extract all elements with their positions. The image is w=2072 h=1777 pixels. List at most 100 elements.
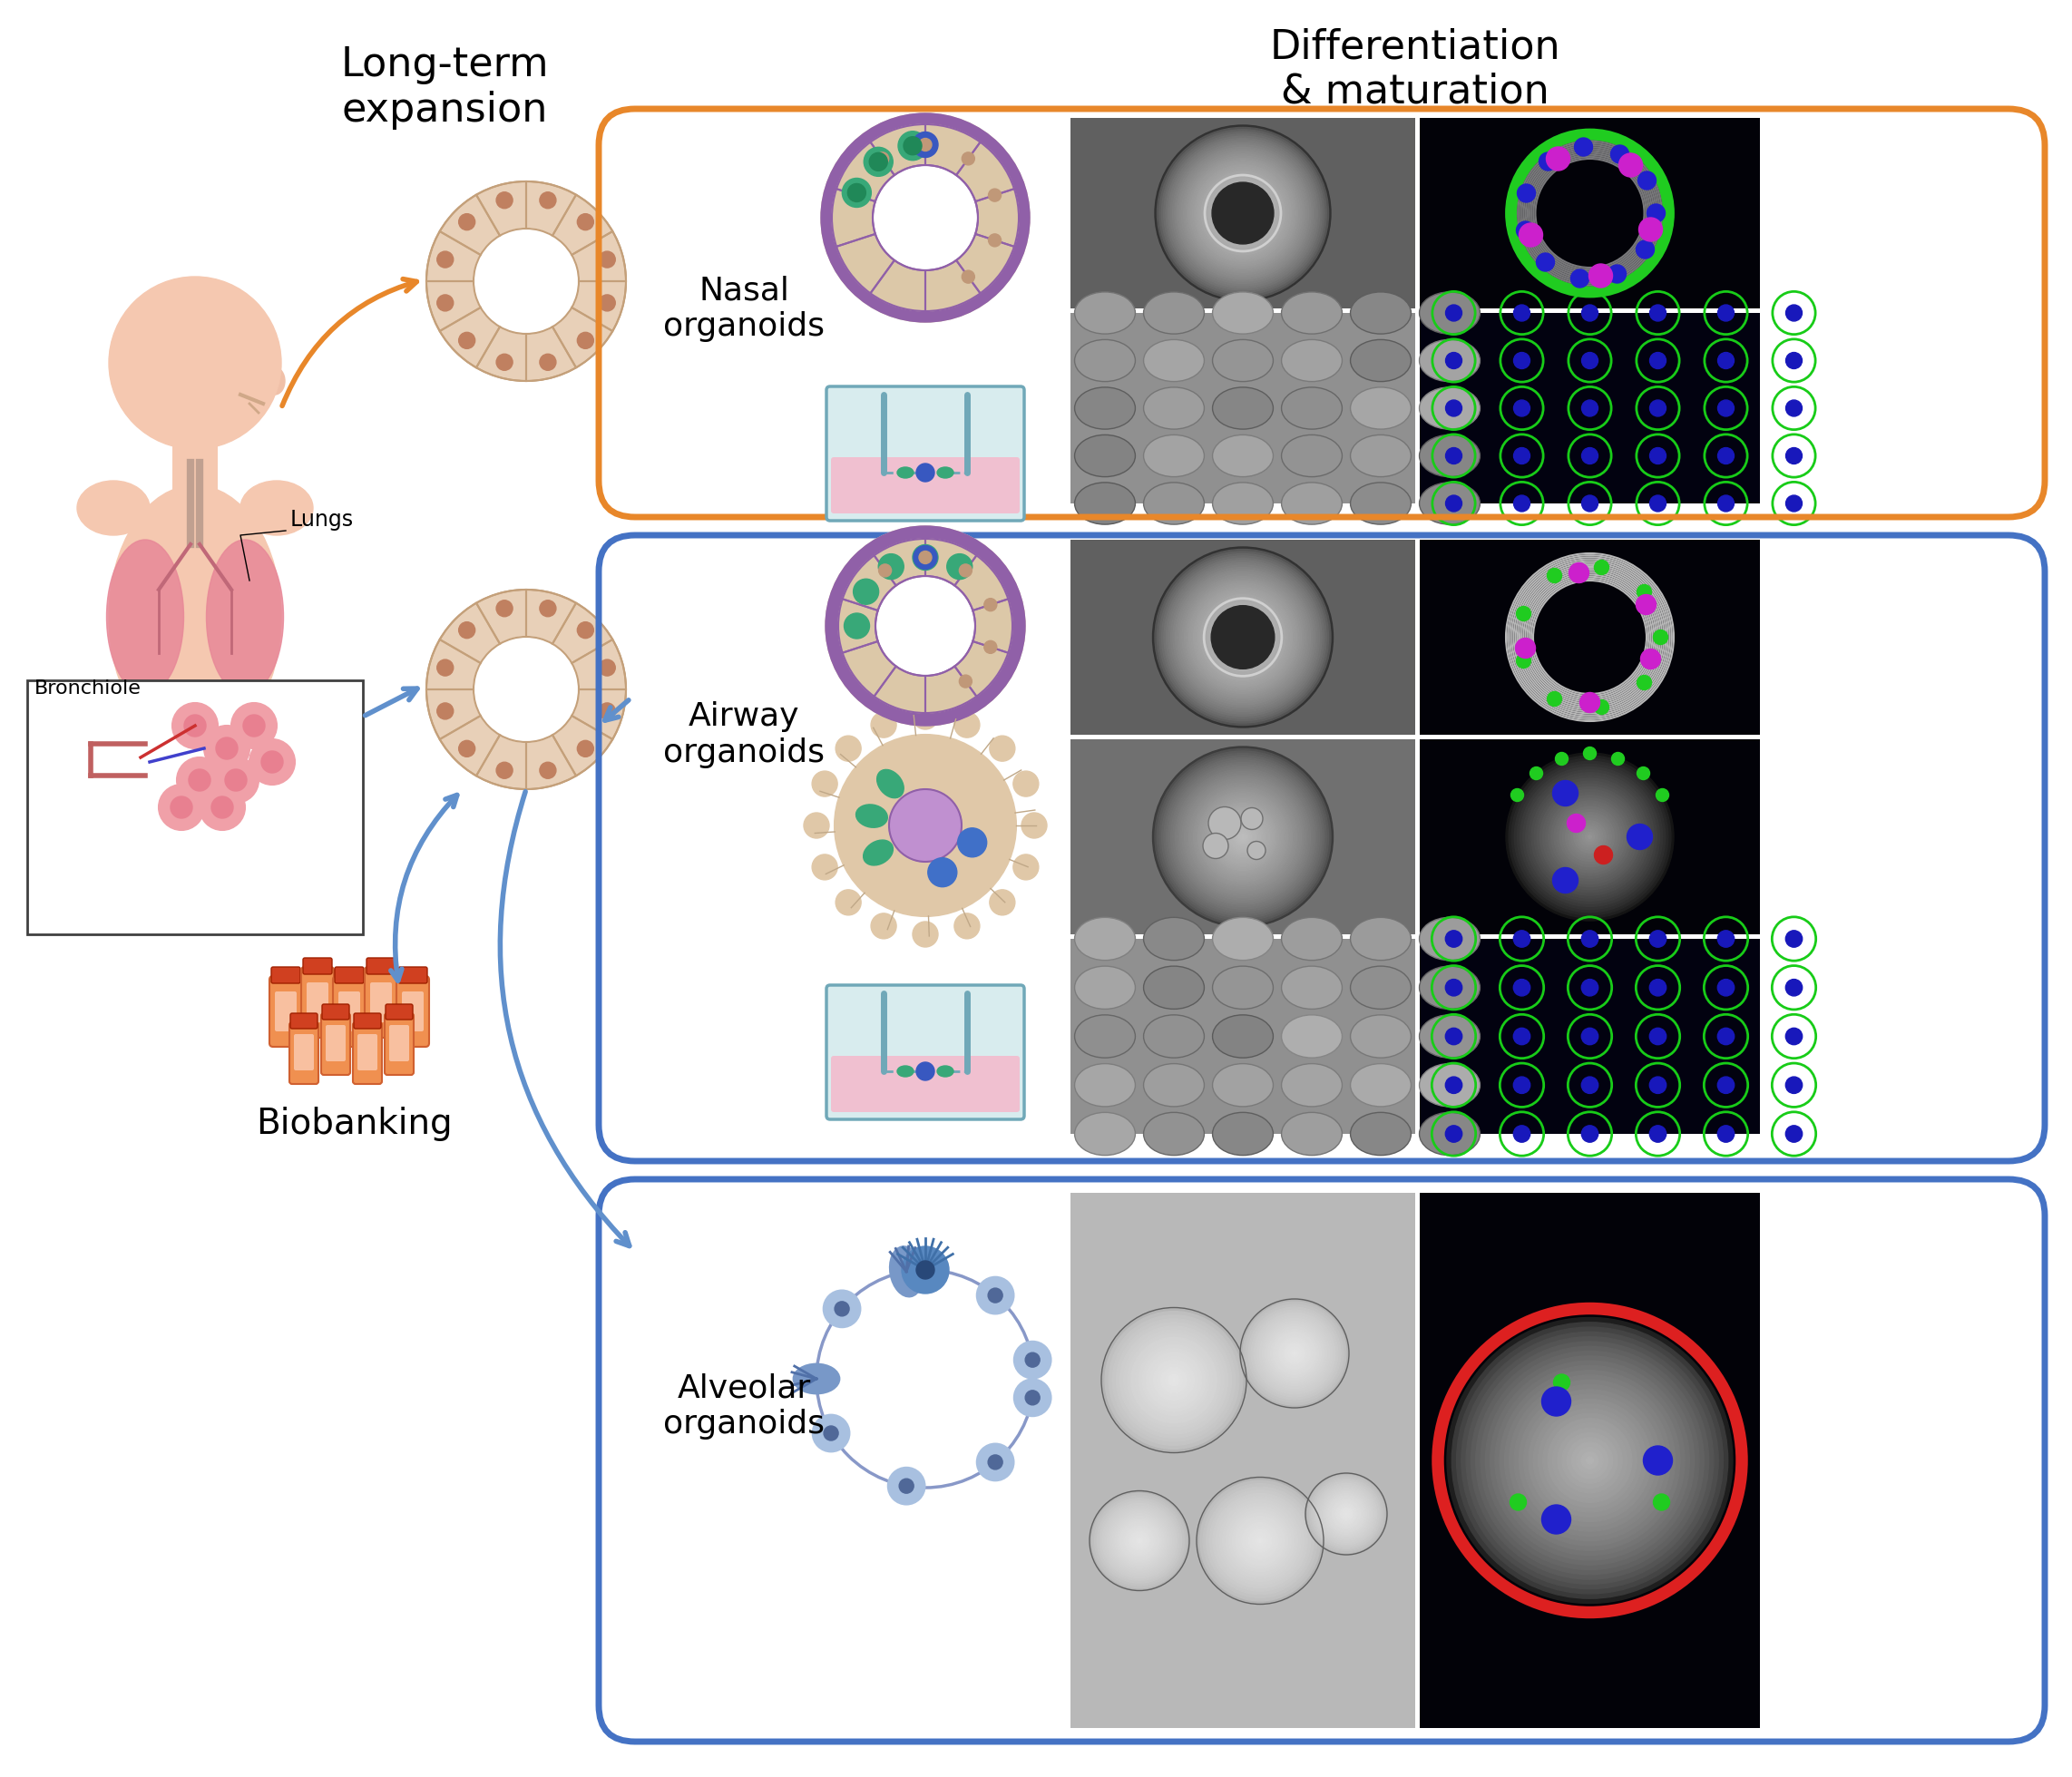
- FancyBboxPatch shape: [325, 1025, 346, 1061]
- Circle shape: [1218, 1500, 1301, 1582]
- Circle shape: [1647, 204, 1666, 222]
- Ellipse shape: [1144, 1064, 1204, 1107]
- Circle shape: [1013, 855, 1038, 880]
- Circle shape: [1156, 1363, 1191, 1397]
- Circle shape: [458, 332, 474, 348]
- Circle shape: [1587, 835, 1591, 839]
- Circle shape: [1229, 825, 1256, 849]
- Circle shape: [1581, 448, 1598, 464]
- Circle shape: [1202, 796, 1283, 878]
- Ellipse shape: [1212, 967, 1272, 1009]
- Circle shape: [1119, 1521, 1158, 1560]
- Circle shape: [1239, 210, 1247, 217]
- Circle shape: [1233, 626, 1254, 649]
- Circle shape: [1156, 551, 1328, 723]
- Circle shape: [1513, 1077, 1529, 1093]
- Ellipse shape: [1280, 1015, 1343, 1057]
- Bar: [1071, 938, 1415, 1134]
- Circle shape: [1517, 222, 1535, 240]
- FancyBboxPatch shape: [338, 992, 361, 1031]
- Circle shape: [1196, 165, 1291, 261]
- Circle shape: [1341, 1509, 1353, 1519]
- Circle shape: [1169, 563, 1318, 711]
- Circle shape: [1581, 352, 1598, 368]
- Circle shape: [1579, 826, 1600, 848]
- Bar: [1419, 540, 1759, 734]
- Circle shape: [1220, 615, 1266, 659]
- Circle shape: [1637, 171, 1656, 190]
- Circle shape: [843, 613, 870, 638]
- Circle shape: [912, 704, 939, 729]
- Bar: [1071, 313, 1415, 503]
- Circle shape: [1135, 1342, 1212, 1420]
- FancyBboxPatch shape: [396, 976, 429, 1047]
- Ellipse shape: [1144, 967, 1204, 1009]
- Circle shape: [1457, 1327, 1724, 1594]
- FancyBboxPatch shape: [290, 1013, 317, 1029]
- Circle shape: [1627, 825, 1653, 849]
- Circle shape: [1552, 1423, 1627, 1498]
- Circle shape: [1233, 203, 1254, 224]
- Circle shape: [1243, 1303, 1347, 1406]
- Ellipse shape: [937, 1066, 953, 1077]
- FancyBboxPatch shape: [336, 967, 365, 983]
- Circle shape: [1481, 1351, 1699, 1569]
- FancyBboxPatch shape: [300, 967, 334, 1038]
- Ellipse shape: [1075, 435, 1135, 476]
- Circle shape: [215, 737, 238, 759]
- Circle shape: [1216, 187, 1268, 240]
- Circle shape: [1164, 558, 1322, 716]
- Circle shape: [1173, 567, 1314, 707]
- Circle shape: [864, 147, 893, 176]
- Circle shape: [1548, 569, 1562, 583]
- Circle shape: [213, 757, 259, 803]
- Circle shape: [170, 796, 193, 817]
- Circle shape: [1577, 825, 1604, 849]
- Circle shape: [1135, 1537, 1144, 1544]
- Circle shape: [1575, 139, 1593, 156]
- Circle shape: [189, 769, 211, 791]
- Circle shape: [1204, 1484, 1318, 1598]
- Circle shape: [1637, 595, 1656, 615]
- Ellipse shape: [106, 540, 184, 695]
- Circle shape: [1175, 769, 1310, 904]
- Bar: [1071, 117, 1415, 309]
- Circle shape: [1637, 240, 1653, 258]
- Circle shape: [1539, 153, 1558, 171]
- Ellipse shape: [1419, 1112, 1479, 1155]
- Circle shape: [1210, 1491, 1312, 1590]
- Circle shape: [1021, 812, 1046, 839]
- Ellipse shape: [1351, 1112, 1411, 1155]
- Circle shape: [1204, 798, 1280, 874]
- Circle shape: [1446, 931, 1463, 947]
- Circle shape: [1185, 579, 1301, 697]
- Circle shape: [1164, 133, 1322, 293]
- Circle shape: [1786, 400, 1803, 416]
- Circle shape: [1571, 270, 1589, 288]
- FancyBboxPatch shape: [371, 983, 392, 1022]
- Circle shape: [1517, 764, 1662, 910]
- Circle shape: [1171, 140, 1316, 286]
- Circle shape: [1241, 835, 1245, 839]
- Circle shape: [1718, 1077, 1734, 1093]
- Circle shape: [1529, 775, 1651, 897]
- Circle shape: [1786, 1077, 1803, 1093]
- Circle shape: [1241, 211, 1245, 215]
- Circle shape: [1322, 1489, 1372, 1539]
- Circle shape: [1519, 1390, 1660, 1532]
- Circle shape: [1581, 1029, 1598, 1045]
- Circle shape: [578, 213, 593, 229]
- FancyBboxPatch shape: [390, 1025, 408, 1061]
- Circle shape: [1154, 124, 1330, 300]
- Circle shape: [599, 251, 615, 268]
- Circle shape: [1212, 1493, 1307, 1589]
- Circle shape: [1113, 1319, 1235, 1441]
- Circle shape: [1637, 768, 1649, 780]
- Circle shape: [1015, 1342, 1051, 1377]
- Circle shape: [1291, 1349, 1299, 1358]
- Circle shape: [1537, 1409, 1641, 1512]
- Circle shape: [1200, 595, 1285, 681]
- Circle shape: [1220, 814, 1266, 858]
- Circle shape: [879, 554, 903, 579]
- Circle shape: [1718, 1029, 1734, 1045]
